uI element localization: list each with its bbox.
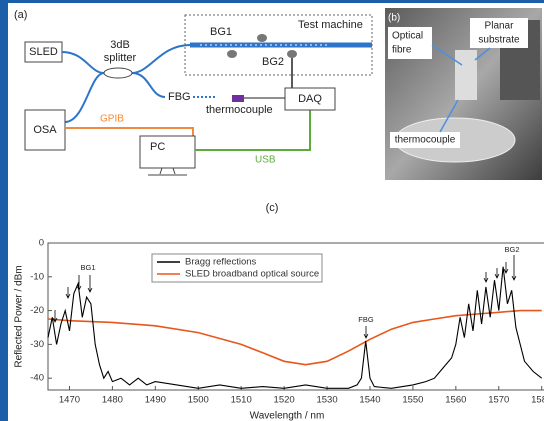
x-tick-label: 1510 [231,395,252,406]
bg2-label: BG2 [262,56,284,68]
x-tick-label: 1470 [59,395,80,406]
y-tick-label: -20 [30,305,44,316]
y-tick-label: 0 [39,238,44,249]
x-tick-label: 1560 [445,395,466,406]
callout-label: fibre [392,45,412,56]
test-machine-label: Test machine [298,19,363,31]
gpib-label: GPIB [100,114,124,125]
y-tick-label: -40 [30,373,44,384]
splitter-label: 3dB [110,39,130,51]
annotation: BG1 [80,263,95,272]
x-tick-label: 1570 [488,395,509,406]
sled-label: SLED [29,46,58,58]
panel-label: (a) [14,9,27,21]
pc-monitor [140,136,195,168]
photo-holder [455,50,477,100]
x-tick-label: 1520 [274,395,295,406]
thermocouple-label: thermocouple [206,104,273,116]
pc-label: PC [150,141,165,153]
x-tick-label: 1580 [531,395,544,406]
x-tick-label: 1530 [316,395,337,406]
figure: (a) SLED 3dB splitter FBG OSA GPIB PC US… [0,0,544,421]
fbg-label: FBG [168,91,191,103]
annotation: FBG [358,315,374,324]
callout-label: substrate [478,35,520,46]
panel-label: (b) [388,13,400,24]
osa-label: OSA [33,124,57,136]
bg1-label: BG1 [210,26,232,38]
x-tick-label: 1480 [102,395,123,406]
x-tick-label: 1540 [359,395,380,406]
x-tick-label: 1500 [188,395,209,406]
panel-b: (b) Optical fibre Planar substrate therm… [385,8,542,180]
legend-label: Bragg reflections [185,257,257,268]
x-tick-label: 1490 [145,395,166,406]
annotation: BG2 [504,245,519,254]
page: (a) SLED 3dB splitter FBG OSA GPIB PC US… [0,0,544,421]
callout-label: thermocouple [395,135,456,146]
y-tick-label: -30 [30,339,44,350]
y-axis-label: Reflected Power / dBm [14,265,25,367]
panel-label: (c) [266,202,279,214]
splitter-label: splitter [104,52,137,64]
callout-label: Optical [392,31,423,42]
legend-label: SLED broadband optical source [185,269,319,280]
daq-label: DAQ [298,93,322,105]
coupler [104,68,132,78]
x-tick-label: 1550 [402,395,423,406]
grip [287,50,297,58]
callout-label: Planar [485,21,515,32]
x-axis-label: Wavelength / nm [250,411,325,421]
y-tick-label: -10 [30,271,44,282]
grip [227,50,237,58]
thermocouple-probe [232,95,244,102]
grip [257,34,267,42]
usb-label: USB [255,155,276,166]
